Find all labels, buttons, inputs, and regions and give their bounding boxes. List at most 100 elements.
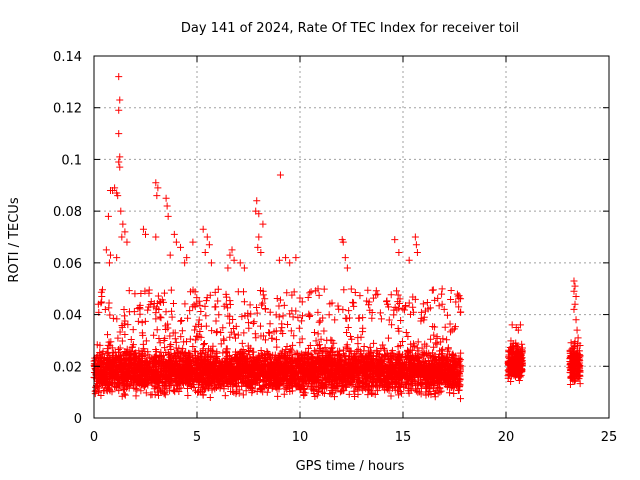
data-point xyxy=(180,361,188,369)
data-point xyxy=(125,287,133,295)
data-point xyxy=(327,381,335,389)
data-point xyxy=(437,387,445,395)
data-point xyxy=(359,383,367,391)
data-point xyxy=(298,312,306,320)
data-point xyxy=(441,323,449,331)
data-point xyxy=(284,362,292,370)
data-point xyxy=(139,340,147,348)
data-point xyxy=(200,370,208,378)
data-point xyxy=(322,362,330,370)
data-point xyxy=(217,328,225,336)
data-point xyxy=(295,324,303,332)
data-point xyxy=(134,317,142,325)
data-point xyxy=(438,285,446,293)
data-point xyxy=(429,379,437,387)
data-point xyxy=(368,373,376,381)
data-point xyxy=(356,359,364,367)
data-point xyxy=(145,289,153,297)
data-point xyxy=(199,345,207,353)
data-point xyxy=(292,364,300,372)
data-point xyxy=(431,389,439,397)
data-point xyxy=(507,367,515,375)
data-point xyxy=(252,334,260,342)
data-point xyxy=(330,393,338,401)
data-point xyxy=(141,358,149,366)
data-point xyxy=(401,352,409,360)
data-point xyxy=(416,361,424,369)
data-point xyxy=(404,376,412,384)
data-point xyxy=(116,344,124,352)
data-point xyxy=(334,302,342,310)
data-point xyxy=(346,374,354,382)
data-point xyxy=(351,289,359,297)
data-point xyxy=(513,343,521,351)
data-point xyxy=(241,367,249,375)
data-point xyxy=(413,371,421,379)
data-point xyxy=(257,346,265,354)
data-point xyxy=(356,292,364,300)
data-point xyxy=(263,382,271,390)
data-point xyxy=(374,369,382,377)
data-point xyxy=(141,378,149,386)
data-point xyxy=(119,361,127,369)
data-point xyxy=(320,371,328,379)
data-point xyxy=(448,381,456,389)
data-point xyxy=(118,337,126,345)
data-point xyxy=(512,370,520,378)
data-point xyxy=(393,306,401,314)
data-point xyxy=(364,386,372,394)
data-point xyxy=(169,300,177,308)
data-point xyxy=(372,287,380,295)
data-point xyxy=(106,311,114,319)
data-point xyxy=(148,359,156,367)
data-point xyxy=(215,311,223,319)
data-point xyxy=(455,294,463,302)
data-point xyxy=(377,345,385,353)
data-point xyxy=(394,291,402,299)
data-point xyxy=(253,378,261,386)
data-point xyxy=(366,343,374,351)
data-point xyxy=(340,286,348,294)
data-point xyxy=(231,376,239,384)
data-point xyxy=(226,319,234,327)
data-point xyxy=(152,348,160,356)
data-point xyxy=(285,347,293,355)
data-point xyxy=(367,389,375,397)
data-point xyxy=(444,344,452,352)
data-point xyxy=(286,378,294,386)
data-point xyxy=(191,375,199,383)
data-point xyxy=(447,287,455,295)
data-point xyxy=(450,325,458,333)
data-point xyxy=(289,313,297,321)
data-point xyxy=(246,301,254,309)
data-point xyxy=(309,379,317,387)
data-point xyxy=(449,361,457,369)
data-point xyxy=(115,362,123,370)
data-point xyxy=(241,312,249,320)
data-point xyxy=(278,347,286,355)
data-point xyxy=(138,352,146,360)
data-point xyxy=(129,326,137,334)
data-point xyxy=(311,392,319,400)
data-point xyxy=(156,313,164,321)
data-point xyxy=(258,362,266,370)
data-point xyxy=(213,328,221,336)
data-point xyxy=(172,344,180,352)
data-point xyxy=(279,370,287,378)
data-point xyxy=(400,383,408,391)
data-point xyxy=(183,385,191,393)
data-point xyxy=(369,364,377,372)
data-point xyxy=(456,375,464,383)
data-point xyxy=(389,369,397,377)
data-point xyxy=(315,318,323,326)
data-point xyxy=(131,290,139,298)
data-point xyxy=(341,368,349,376)
data-point xyxy=(431,323,439,331)
data-point xyxy=(517,355,525,363)
data-point xyxy=(288,356,296,364)
data-point xyxy=(273,295,281,303)
data-point xyxy=(94,378,102,386)
data-point xyxy=(97,357,105,365)
data-point xyxy=(261,295,269,303)
data-point xyxy=(238,313,246,321)
